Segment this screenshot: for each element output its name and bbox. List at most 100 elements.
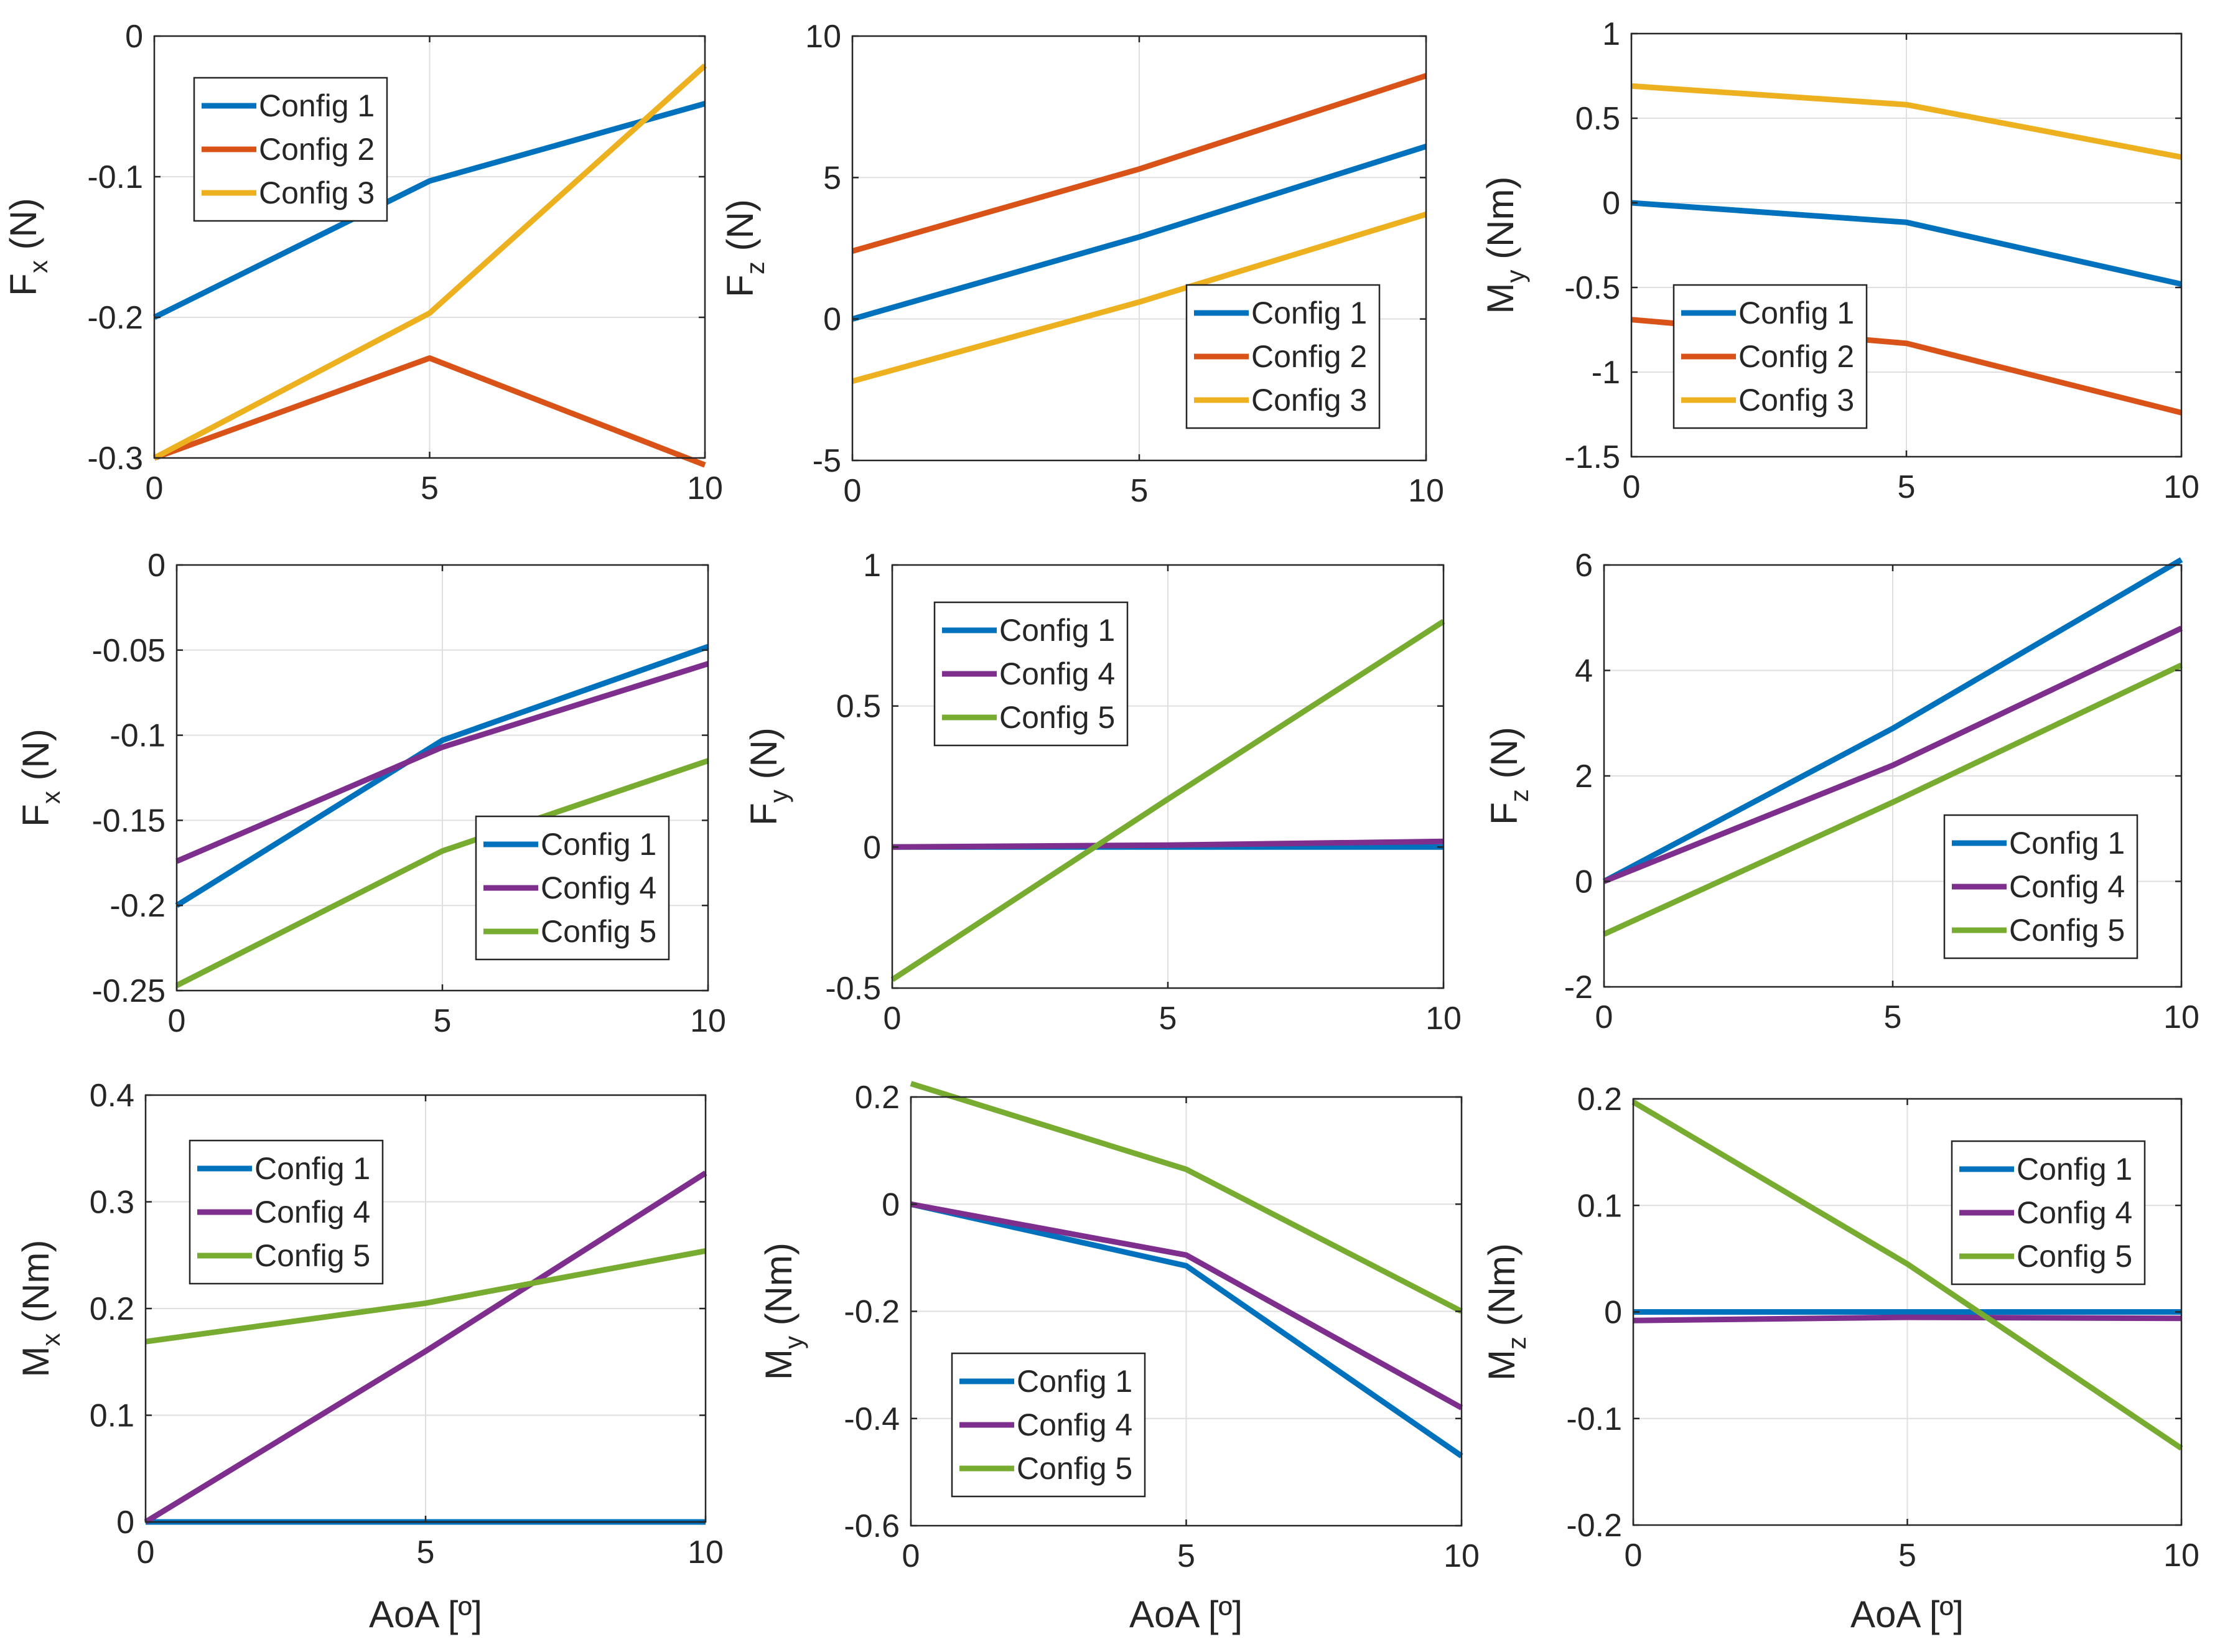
chart-panel-4: 0 5 10 -0.25 -0.2 -0.15 -0.1 -0.05 0 Fx (N) Config…	[15, 548, 726, 1039]
x-axis-label: AoA [º]	[1850, 1594, 1964, 1635]
legend: Config 1 Config 4 Config 5	[951, 1352, 1146, 1498]
legend-entry: Config 1	[1017, 1364, 1132, 1399]
y-axis-label-unit: (N)	[1483, 727, 1525, 789]
y-axis-label-unit: (Nm)	[1480, 177, 1521, 270]
y-axis-label-sub: x	[36, 1333, 65, 1346]
y-tick-label: 1	[1602, 16, 1620, 52]
y-tick-label: -0.2	[844, 1294, 900, 1330]
y-axis-label-unit: (N)	[719, 199, 761, 261]
x-tick-label: 5	[1884, 999, 1902, 1035]
y-tick-label: 6	[1575, 548, 1593, 584]
y-tick-label: -0.25	[91, 973, 166, 1009]
y-axis-label: My (Nm)	[1480, 177, 1530, 314]
legend: Config 1 Config 2 Config 3	[193, 77, 388, 222]
y-tick-label: -0.6	[844, 1508, 900, 1544]
series-line-config-5	[1603, 662, 2183, 937]
x-tick-label: 0	[884, 1001, 902, 1037]
y-axis-label-base: M	[15, 1346, 57, 1377]
series-line-config-2	[851, 73, 1427, 254]
y-axis-label-unit: (Nm)	[758, 1243, 800, 1336]
series-line-config-4	[175, 661, 709, 864]
legend-entry: Config 1	[254, 1151, 370, 1186]
y-tick-label: -0.4	[844, 1401, 900, 1437]
y-axis-label-base: F	[1483, 802, 1525, 825]
legend-entry: Config 5	[999, 700, 1115, 735]
y-tick-label: -0.2	[1566, 1508, 1622, 1544]
x-tick-label: 5	[1898, 469, 1916, 505]
series-line-config-4	[1603, 625, 2183, 884]
y-tick-label: -0.3	[87, 441, 143, 477]
y-tick-label: 10	[805, 19, 841, 55]
series-line-config-4	[144, 1170, 707, 1524]
legend: Config 1 Config 4 Config 5	[189, 1139, 384, 1285]
x-tick-label: 5	[1177, 1538, 1195, 1574]
series-line-config-1	[910, 1201, 1463, 1458]
chart-panel-8: 0 5 10 -0.6 -0.4 -0.2 0 0.2 My (Nm) AoA [º] Config…	[758, 1080, 1480, 1635]
legend-entry: Config 4	[541, 870, 656, 905]
x-axis-label: AoA [º]	[369, 1594, 482, 1635]
y-axis-label-sub: z	[740, 261, 770, 274]
x-tick-label: 10	[1443, 1538, 1480, 1574]
legend: Config 1 Config 2 Config 3	[1185, 284, 1381, 429]
y-tick-label: 0.2	[855, 1080, 900, 1116]
legend-entry: Config 4	[1017, 1407, 1132, 1442]
legend-entry: Config 5	[2017, 1239, 2132, 1274]
y-axis-label-unit: (Nm)	[15, 1240, 57, 1333]
y-axis-label-sub: z	[1502, 1337, 1531, 1350]
y-tick-label: 0	[116, 1505, 134, 1541]
x-tick-label: 10	[1408, 473, 1444, 509]
legend-entry: Config 3	[1738, 383, 1854, 418]
y-axis-label-base: F	[743, 803, 785, 826]
x-tick-label: 0	[844, 473, 862, 509]
x-tick-label: 5	[434, 1003, 452, 1039]
y-tick-label: 0.2	[90, 1291, 134, 1327]
x-tick-label: 5	[1898, 1538, 1916, 1574]
y-tick-label: 2	[1575, 758, 1593, 795]
y-axis-label-base: M	[1480, 282, 1521, 314]
x-tick-label: 0	[168, 1003, 186, 1039]
y-tick-label: -0.15	[91, 803, 166, 839]
legend-entry: Config 5	[1017, 1451, 1132, 1486]
x-tick-label: 10	[687, 470, 723, 506]
y-tick-label: 0	[1575, 864, 1593, 900]
y-tick-label: 0.1	[90, 1398, 134, 1434]
x-tick-label: 5	[421, 470, 439, 506]
y-tick-label: -0.1	[1566, 1401, 1622, 1437]
series-line-config-1	[175, 644, 709, 908]
legend-entry: Config 2	[259, 132, 375, 167]
series-line-config-3	[1631, 83, 2182, 161]
series-line-config-4	[1633, 1314, 2182, 1323]
x-tick-label: 0	[137, 1534, 155, 1570]
series-line-config-3	[851, 212, 1427, 385]
y-tick-label: -0.2	[110, 888, 166, 924]
y-axis-label: My (Nm)	[758, 1243, 808, 1380]
series-line-config-4	[910, 1201, 1463, 1411]
y-axis-label-base: M	[758, 1349, 800, 1380]
y-axis-label-sub: y	[779, 1336, 808, 1349]
y-tick-label: 0	[823, 302, 841, 338]
x-tick-label: 0	[1623, 469, 1641, 505]
y-tick-label: 0	[147, 548, 166, 584]
y-axis-label: Mx (Nm)	[15, 1240, 65, 1378]
x-tick-label: 10	[2163, 999, 2199, 1035]
series-line-config-5	[910, 1081, 1463, 1314]
y-tick-label: -0.1	[87, 159, 143, 195]
legend-entry: Config 5	[254, 1238, 370, 1273]
y-axis-label-sub: y	[1501, 269, 1530, 282]
y-tick-label: 5	[823, 160, 841, 196]
legend-entry: Config 4	[254, 1195, 370, 1230]
y-tick-label: -5	[813, 443, 841, 479]
y-axis-label-base: F	[2, 273, 44, 296]
x-tick-label: 0	[146, 470, 164, 506]
x-tick-label: 10	[690, 1003, 726, 1039]
legend-entry: Config 2	[1251, 339, 1367, 374]
series-line-config-5	[145, 1248, 706, 1345]
legend-entry: Config 5	[541, 914, 656, 949]
y-axis-label-sub: y	[764, 790, 793, 803]
series-line-config-5	[890, 618, 1445, 982]
legend-entry: Config 4	[999, 656, 1115, 691]
